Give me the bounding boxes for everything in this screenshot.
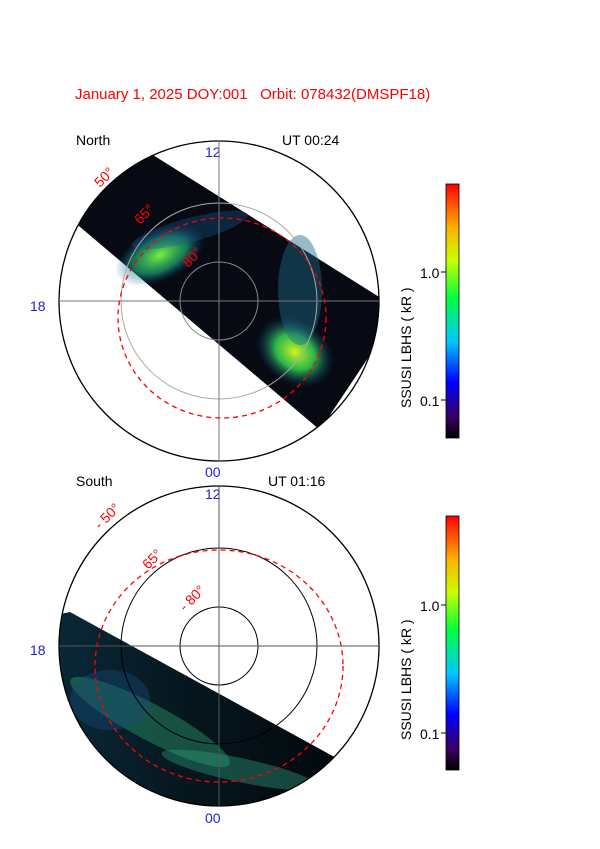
south-polar-plot (58, 485, 380, 807)
lat-label-50-south: - 50° (91, 500, 123, 532)
colorbar-tick-1-north: 1.0 (420, 265, 440, 281)
page-title: January 1, 2025 DOY:001 Orbit: 078432(DM… (75, 86, 431, 103)
lat-label-80-south: - 80° (176, 582, 208, 614)
colorbar-tick-01-north: 0.1 (420, 393, 440, 409)
ut-label-north: UT 00:24 (282, 132, 340, 148)
mlt-00-north: 00 (205, 464, 221, 480)
mlt-18-north: 18 (30, 298, 46, 314)
colorbar-tick-01-south: 0.1 (420, 726, 440, 742)
auroral-boundary-south (94, 549, 344, 783)
hemisphere-label-south: South (76, 473, 113, 489)
mlt-12-north: 12 (205, 144, 221, 160)
auroral-boundary-north (117, 217, 327, 419)
colorbar-label-north: SSUSI LBHS ( kR ) (398, 287, 414, 408)
colorbar-south (445, 515, 460, 771)
north-polar-plot (58, 140, 380, 462)
north-swath (60, 150, 379, 430)
south-swath (59, 612, 340, 806)
mlt-00-south: 00 (205, 810, 221, 826)
lat-label-65-south: 65° (139, 546, 165, 572)
colorbar-label-south: SSUSI LBHS ( kR ) (398, 619, 414, 740)
hemisphere-label-north: North (76, 132, 111, 148)
mlt-18-south: 18 (30, 642, 46, 658)
colorbar-north (445, 183, 460, 439)
ut-label-south: UT 01:16 (268, 473, 326, 489)
mlt-12-south: 12 (205, 486, 221, 502)
colorbar-tick-1-south: 1.0 (420, 598, 440, 614)
